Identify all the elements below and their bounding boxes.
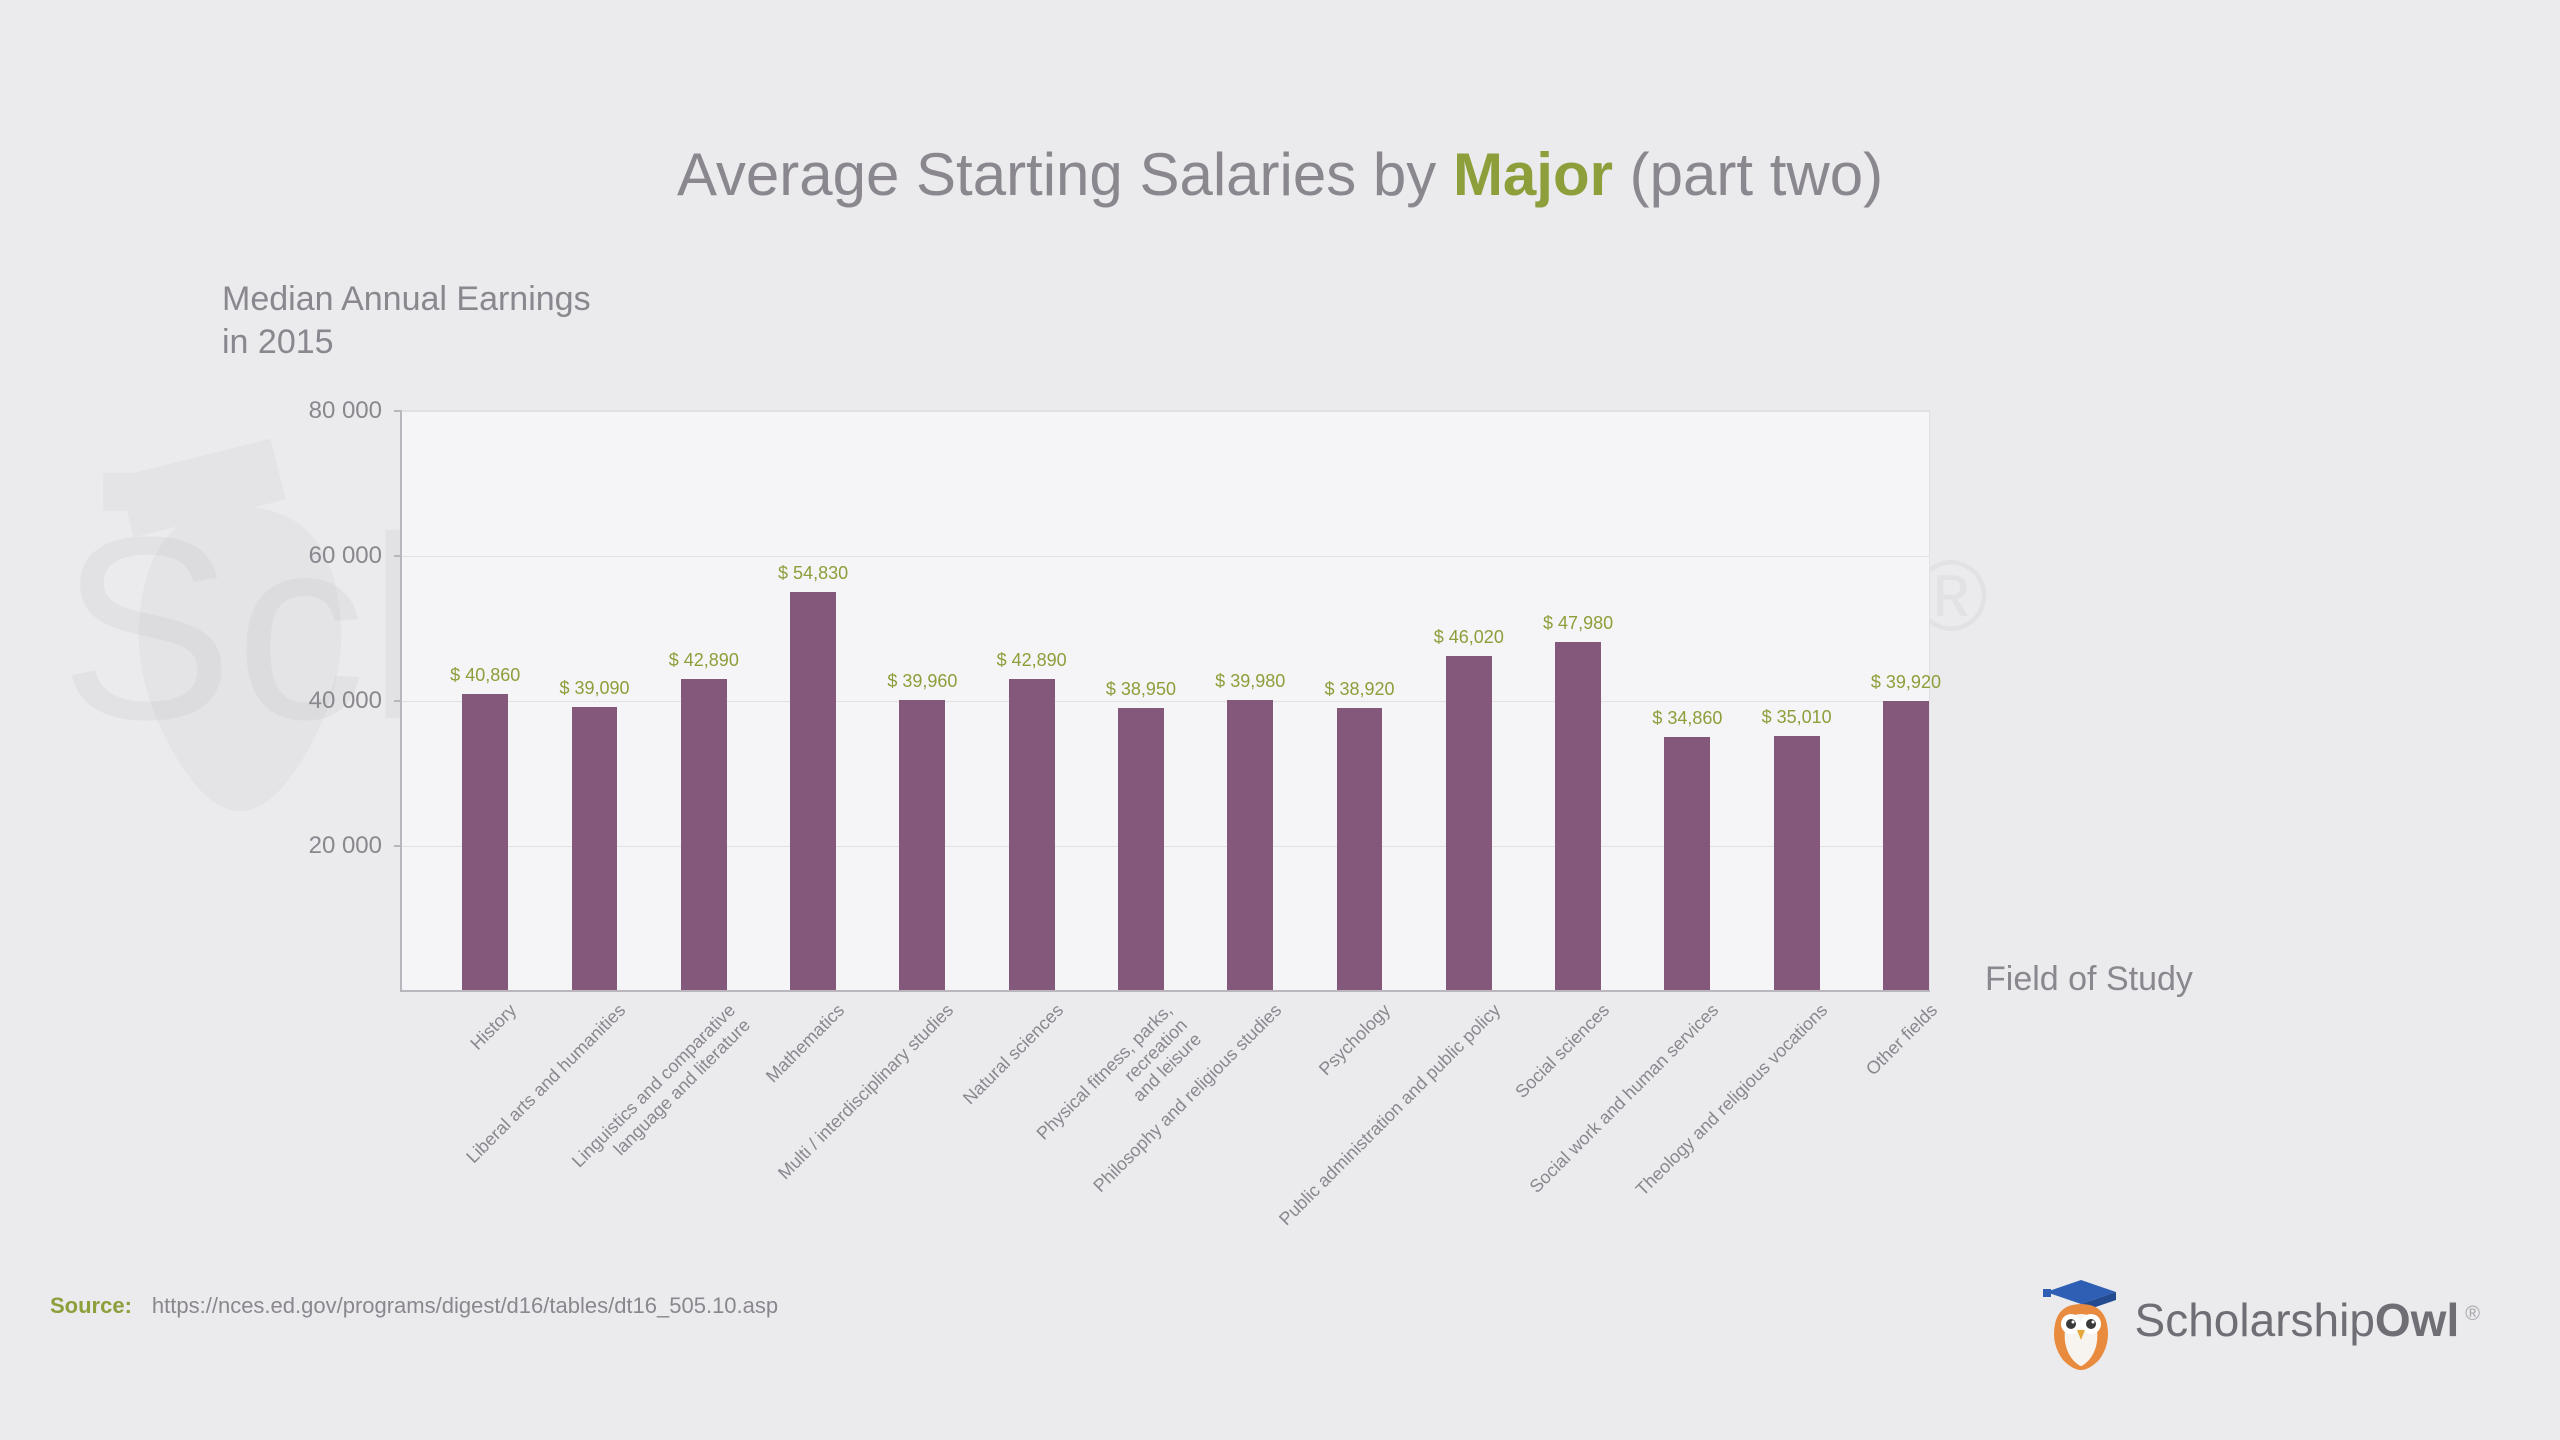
chart-bar: $ 38,950 [1118, 708, 1164, 990]
category-label: Social sciences [1511, 1000, 1614, 1103]
y-tick-label: 60 000 [309, 542, 382, 570]
bar-value-label: $ 38,950 [1106, 679, 1176, 700]
bar-value-label: $ 39,980 [1215, 671, 1285, 692]
owl-logo-icon [2031, 1270, 2121, 1370]
y-tick-label: 20 000 [309, 832, 382, 860]
chart-bar: $ 35,010 [1774, 736, 1820, 990]
category-label: History [467, 1000, 521, 1054]
scholarshipowl-logo: ScholarshipOwl® [2031, 1270, 2480, 1370]
chart-bar: $ 42,890 [681, 679, 727, 990]
y-tick-label: 40 000 [309, 687, 382, 715]
bar-value-label: $ 46,020 [1434, 627, 1504, 648]
chart-bar: $ 40,860 [462, 694, 508, 990]
chart-bar: $ 38,920 [1337, 708, 1383, 990]
bar-value-label: $ 40,860 [450, 665, 520, 686]
chart-bar: $ 42,890 [1009, 679, 1055, 990]
bar-value-label: $ 35,010 [1762, 707, 1832, 728]
chart-bars-container: $ 40,860History$ 39,090Liberal arts and … [400, 410, 1930, 990]
chart-title: Average Starting Salaries by Major (part… [0, 140, 2560, 209]
chart-bar: $ 54,830 [790, 592, 836, 990]
x-axis-line [400, 990, 1930, 992]
chart-bar: $ 46,020 [1446, 656, 1492, 990]
chart-bar: $ 39,090 [572, 707, 618, 990]
bar-value-label: $ 54,830 [778, 563, 848, 584]
category-label: Social work and human services [1526, 1000, 1723, 1197]
bar-value-label: $ 39,920 [1871, 672, 1941, 693]
category-label: Psychology [1315, 1000, 1395, 1080]
chart-bar: $ 39,980 [1227, 700, 1273, 990]
y-tick-label: 80 000 [309, 397, 382, 425]
source-citation: Source:https://nces.ed.gov/programs/dige… [50, 1293, 778, 1319]
bar-value-label: $ 42,890 [669, 650, 739, 671]
bar-value-label: $ 39,960 [887, 671, 957, 692]
chart-bar: $ 47,980 [1555, 642, 1601, 990]
category-label: Public administration and public policy [1275, 1000, 1505, 1230]
bar-value-label: $ 39,090 [559, 678, 629, 699]
x-axis-label: Field of Study [1985, 960, 2193, 999]
chart-bar: $ 39,960 [899, 700, 945, 990]
bar-value-label: $ 34,860 [1652, 708, 1722, 729]
category-label: Multi / interdisciplinary studies [774, 1000, 958, 1184]
category-label: Mathematics [762, 1000, 849, 1087]
chart-bar: $ 34,860 [1664, 737, 1710, 990]
category-label: Linguistics and comparativelanguage and … [541, 1000, 754, 1213]
category-label: Natural sciences [959, 1000, 1068, 1109]
y-axis-label: Median Annual Earnings in 2015 [222, 278, 591, 363]
category-label: Other fields [1862, 1000, 1942, 1080]
watermark-owl-icon [50, 430, 430, 850]
category-label: Theology and religious vocations [1632, 1000, 1832, 1200]
bar-value-label: $ 42,890 [997, 650, 1067, 671]
logo-text: ScholarshipOwl® [2135, 1293, 2480, 1347]
chart-bar: $ 39,920 [1883, 701, 1929, 990]
bar-value-label: $ 47,980 [1543, 613, 1613, 634]
bar-value-label: $ 38,920 [1324, 679, 1394, 700]
